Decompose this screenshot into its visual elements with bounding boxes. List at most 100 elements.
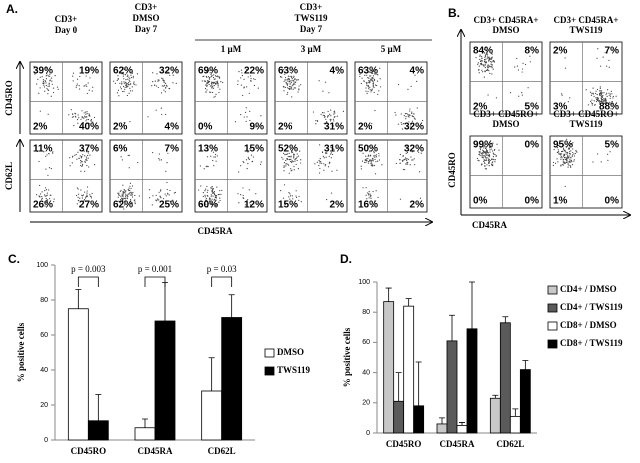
flow-event	[216, 155, 218, 157]
quadrant-percent: 11%	[33, 144, 53, 155]
flow-event	[298, 199, 300, 201]
flow-event	[242, 160, 244, 163]
flow-event	[489, 149, 491, 151]
flow-event	[211, 69, 213, 71]
flow-event	[363, 161, 366, 164]
quadrant-percent: 15%	[244, 144, 264, 155]
flow-event	[207, 189, 209, 191]
flow-event	[210, 91, 212, 94]
flow-event	[123, 78, 125, 80]
p-value: p = 0.001	[138, 264, 172, 274]
flow-event	[208, 78, 211, 80]
flow-event	[611, 93, 613, 95]
flow-event	[298, 85, 300, 87]
flow-event	[162, 198, 165, 200]
flow-event	[368, 197, 370, 199]
flow-event	[203, 168, 205, 170]
flow-event	[238, 71, 240, 73]
flow-event	[496, 143, 498, 145]
flow-event	[406, 151, 409, 154]
flow-event	[130, 194, 132, 196]
flow-event	[204, 87, 207, 90]
panel-label: C.	[8, 252, 20, 266]
flow-event	[485, 148, 488, 150]
flow-event	[576, 151, 578, 153]
flow-event	[210, 155, 212, 157]
flow-event	[562, 147, 565, 149]
bar	[509, 415, 521, 434]
flow-event	[89, 194, 91, 196]
flow-event	[204, 80, 206, 82]
flow-event	[493, 153, 495, 155]
flow-event	[284, 79, 286, 81]
error-bar	[228, 294, 235, 318]
flow-event	[366, 74, 368, 76]
flow-event	[368, 191, 370, 193]
flow-event	[284, 154, 286, 156]
quadrant-percent: 4%	[410, 66, 425, 77]
flow-event	[318, 172, 321, 174]
flow-event	[86, 159, 88, 162]
flow-event	[205, 203, 207, 205]
flow-event	[376, 80, 379, 82]
flow-event	[373, 79, 376, 81]
flow-event	[158, 191, 160, 193]
flow-event	[312, 111, 315, 113]
flow-event	[373, 150, 375, 152]
flow-event	[483, 151, 485, 153]
column-header: DMSO	[493, 119, 520, 129]
flow-event	[290, 88, 292, 90]
flow-event	[43, 84, 45, 86]
flow-event	[39, 76, 41, 78]
flow-event	[487, 154, 489, 156]
column-header: Day 7	[135, 24, 158, 34]
flow-event	[89, 154, 91, 156]
flow-event	[482, 149, 484, 151]
flow-event	[573, 153, 575, 155]
flow-event	[491, 58, 493, 60]
flow-event	[609, 101, 611, 104]
flow-event	[245, 120, 247, 123]
flow-event	[568, 164, 570, 166]
x-tick-label: CD62L	[208, 446, 236, 456]
flow-event	[375, 156, 378, 158]
flow-event	[596, 99, 599, 101]
flow-event	[260, 115, 262, 117]
flow-event	[374, 158, 376, 161]
flow-event	[330, 152, 333, 154]
flow-event	[237, 83, 239, 86]
flow-event	[151, 204, 153, 206]
flow-event	[206, 76, 208, 78]
flow-event	[300, 201, 302, 203]
flow-event	[418, 151, 420, 153]
flow-event	[288, 172, 290, 174]
column-header: CD3+ CD45RO+	[553, 109, 619, 119]
flow-event	[367, 77, 369, 79]
flow-event	[608, 59, 610, 62]
y-axis-label: % positive cells	[16, 322, 26, 382]
p-value: p = 0.03	[207, 264, 237, 274]
flow-event	[155, 85, 158, 87]
y-axis-label: CD45RO	[447, 152, 457, 188]
flow-event	[374, 144, 376, 146]
flow-event	[249, 148, 251, 150]
flow-event	[288, 86, 291, 88]
flow-event	[126, 86, 128, 88]
flow-event	[479, 151, 481, 153]
flow-event	[283, 184, 286, 186]
legend-swatch	[547, 303, 558, 313]
flow-event	[81, 194, 83, 196]
flow-event	[399, 153, 401, 156]
flow-event	[206, 85, 208, 87]
flow-event	[39, 184, 41, 187]
flow-event	[291, 75, 293, 77]
flow-event	[199, 165, 201, 167]
flow-event	[290, 150, 293, 152]
flow-event	[155, 194, 157, 197]
flow-event	[215, 204, 217, 206]
legend-label: CD8+ / DMSO	[560, 320, 617, 330]
flow-event	[372, 190, 374, 193]
flow-event	[475, 57, 477, 59]
flow-event	[482, 156, 484, 159]
flow-event	[599, 86, 601, 88]
